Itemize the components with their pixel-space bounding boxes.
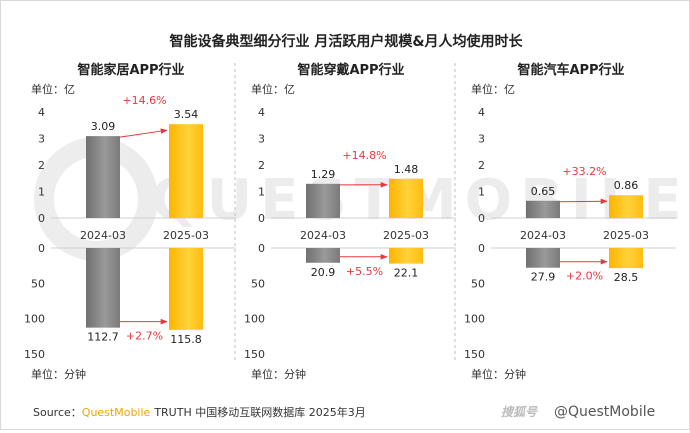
mau-data-label: 1.48 (394, 163, 419, 176)
mau-bar-2025-03 (169, 124, 203, 218)
mau-data-label: 0.65 (531, 185, 556, 198)
mau-data-label: 3.54 (174, 108, 199, 121)
mau-tick-label: 1 (478, 186, 485, 199)
figure-title: 智能设备典型细分行业 月活跃用户规模&月人均使用时长 (168, 33, 523, 50)
mau-tick-label: 2 (38, 159, 45, 172)
duration-tick-label: 0 (38, 242, 45, 255)
mau-growth-arrow (120, 130, 167, 137)
category-label: 2024-03 (520, 229, 566, 242)
duration-bar-2025-03 (609, 248, 643, 268)
source-brand: QuestMobile (82, 406, 151, 419)
category-label: 2025-03 (603, 229, 649, 242)
source-prefix: Source： (33, 406, 82, 419)
duration-data-label: 115.8 (170, 333, 202, 346)
duration-bar-2025-03 (169, 248, 203, 330)
duration-tick-label: 0 (478, 242, 485, 255)
duration-bar-2024-03 (526, 248, 560, 268)
mau-growth-label: +14.6% (122, 94, 166, 107)
mau-tick-label: 3 (38, 133, 45, 146)
mau-tick-label: 3 (478, 133, 485, 146)
mau-growth-label: +14.8% (342, 149, 386, 162)
duration-tick-label: 150 (244, 348, 265, 361)
mau-growth-arrow (560, 201, 607, 202)
duration-tick-label: 0 (258, 242, 265, 255)
duration-data-label: 112.7 (87, 331, 119, 344)
duration-tick-label: 50 (31, 277, 45, 290)
duration-tick-label: 100 (244, 313, 265, 326)
duration-data-label: 27.9 (531, 271, 556, 284)
duration-bar-2025-03 (389, 248, 423, 264)
category-label: 2025-03 (163, 229, 209, 242)
duration-tick-label: 150 (24, 348, 45, 361)
duration-unit-label: 单位：分钟 (251, 367, 306, 381)
duration-tick-label: 50 (251, 277, 265, 290)
watermark: QUESTMOBILE (44, 147, 689, 251)
duration-unit-label: 单位：分钟 (31, 367, 86, 381)
mau-tick-label: 2 (478, 159, 485, 172)
mau-data-label: 0.86 (614, 179, 639, 192)
panel-title: 智能汽车APP行业 (517, 62, 624, 78)
credit-handle: @QuestMobile (554, 404, 655, 420)
mau-bar-2024-03 (526, 201, 560, 218)
mau-tick-label: 0 (258, 212, 265, 225)
mau-data-label: 1.29 (311, 168, 336, 181)
source-text: TRUTH 中国移动互联网数据库 2025年3月 (153, 405, 365, 419)
mau-unit-label: 单位：亿 (251, 82, 295, 96)
mau-tick-label: 4 (258, 106, 265, 119)
mau-data-label: 3.09 (91, 120, 116, 133)
mau-tick-label: 2 (258, 159, 265, 172)
category-label: 2025-03 (383, 229, 429, 242)
mau-tick-label: 4 (38, 106, 45, 119)
duration-tick-label: 100 (464, 313, 485, 326)
mau-bar-2024-03 (306, 184, 340, 218)
mau-tick-label: 0 (478, 212, 485, 225)
category-label: 2024-03 (80, 229, 126, 242)
panel-title: 智能家居APP行业 (77, 62, 184, 78)
duration-tick-label: 100 (24, 313, 45, 326)
duration-tick-label: 50 (471, 277, 485, 290)
duration-unit-label: 单位：分钟 (471, 367, 526, 381)
category-label: 2024-03 (300, 229, 346, 242)
mau-tick-label: 1 (258, 186, 265, 199)
duration-tick-label: 150 (464, 348, 485, 361)
duration-growth-label: +2.7% (126, 330, 163, 343)
mau-tick-label: 0 (38, 212, 45, 225)
credit-logo-text: 搜狐号 (501, 405, 538, 419)
duration-data-label: 22.1 (394, 267, 419, 280)
mau-bar-2024-03 (86, 136, 120, 218)
mau-tick-label: 1 (38, 186, 45, 199)
mau-unit-label: 单位：亿 (31, 82, 75, 96)
duration-growth-label: +2.0% (566, 270, 603, 283)
mau-growth-label: +33.2% (562, 165, 606, 178)
mau-tick-label: 3 (258, 133, 265, 146)
duration-data-label: 28.5 (614, 271, 639, 284)
duration-bar-2024-03 (306, 248, 340, 263)
duration-bar-2024-03 (86, 248, 120, 328)
mau-unit-label: 单位：亿 (471, 82, 515, 96)
duration-growth-label: +5.5% (346, 265, 383, 278)
duration-data-label: 20.9 (311, 266, 336, 279)
mau-bar-2025-03 (609, 195, 643, 218)
panel-title: 智能穿戴APP行业 (297, 62, 404, 78)
mau-tick-label: 4 (478, 106, 485, 119)
mau-bar-2025-03 (389, 179, 423, 218)
